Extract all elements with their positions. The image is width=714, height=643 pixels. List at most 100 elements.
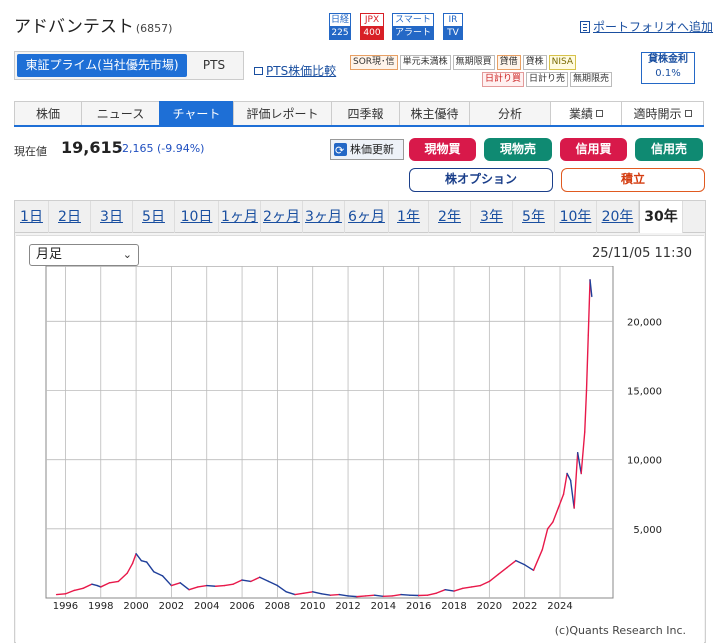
price-segment bbox=[82, 583, 93, 590]
pts-compare-label: PTS株価比較 bbox=[266, 64, 337, 78]
tag-stock-lending: 貸株 bbox=[522, 55, 547, 70]
period-tab-9[interactable]: 6ヶ月 bbox=[345, 201, 389, 233]
current-price: 19,615 bbox=[61, 138, 123, 157]
stock-option-button[interactable]: 株オプション bbox=[409, 168, 553, 192]
price-segment bbox=[576, 452, 582, 475]
tab-label: 分析 bbox=[497, 107, 522, 121]
margin-sell-button[interactable]: 信用売 bbox=[635, 138, 703, 161]
price-segment bbox=[140, 559, 148, 563]
price-segment bbox=[276, 584, 287, 593]
badge-top: スマート bbox=[395, 15, 431, 25]
jpx400-badge[interactable]: JPX 400 bbox=[360, 13, 384, 40]
tab-analysis[interactable]: 分析 bbox=[469, 101, 550, 125]
chevron-down-icon: ⌄ bbox=[122, 248, 132, 261]
price-segment bbox=[329, 593, 340, 596]
period-tab-13[interactable]: 5年 bbox=[513, 201, 555, 233]
price-segment bbox=[64, 589, 75, 595]
badge-top: JPX bbox=[364, 15, 380, 25]
period-tab-2[interactable]: 2日 bbox=[49, 201, 91, 233]
tag-daytrade-buy: 日計り買 bbox=[482, 72, 525, 87]
period-tab-1[interactable]: 1日 bbox=[15, 201, 49, 233]
x-tick-label: 2002 bbox=[159, 601, 184, 610]
period-tab-8[interactable]: 3ヶ月 bbox=[303, 201, 345, 233]
price-segment bbox=[541, 528, 549, 551]
chart-timestamp: 25/11/05 11:30 bbox=[592, 246, 692, 261]
margin-rate-label: 貸株金利 bbox=[648, 54, 688, 65]
margin-rate-value: 0.1% bbox=[655, 68, 681, 79]
market-pts[interactable]: PTS bbox=[202, 58, 226, 72]
candle-interval-select[interactable]: 月足 ⌄ bbox=[29, 244, 139, 266]
market-selector: 東証プライム(当社優先市場) PTS bbox=[14, 51, 244, 80]
tab-disclosure[interactable]: 適時開示 bbox=[621, 101, 704, 125]
irtv-badge[interactable]: IR TV bbox=[443, 13, 463, 40]
price-segment bbox=[338, 593, 349, 597]
price-segment bbox=[488, 573, 499, 583]
period-tab-6[interactable]: 1ヶ月 bbox=[219, 201, 261, 233]
add-portfolio-link[interactable]: ポートフォリオへ追加 bbox=[580, 18, 713, 35]
pts-compare-link[interactable]: PTS株価比較 bbox=[254, 62, 336, 79]
external-link-icon bbox=[684, 110, 692, 117]
price-segment bbox=[569, 479, 575, 509]
period-tab-16[interactable]: 30年 bbox=[639, 201, 683, 233]
cash-sell-button[interactable]: 現物売 bbox=[484, 138, 552, 161]
period-tab-10[interactable]: 1年 bbox=[389, 201, 429, 233]
price-segment bbox=[312, 591, 323, 595]
market-tse-prime[interactable]: 東証プライム(当社優先市場) bbox=[17, 54, 187, 77]
cash-buy-button[interactable]: 現物買 bbox=[409, 138, 476, 161]
badge-bottom: アラート bbox=[393, 26, 433, 39]
tab-benefits[interactable]: 株主優待 bbox=[399, 101, 469, 125]
price-segment bbox=[400, 593, 411, 596]
stock-name: アドバンテスト bbox=[14, 17, 134, 37]
tab-label: 株主優待 bbox=[410, 107, 459, 121]
price-label: 現在値 bbox=[14, 145, 47, 158]
tab-report[interactable]: 評価レポート bbox=[233, 101, 331, 125]
tab-news[interactable]: ニュース bbox=[81, 101, 159, 125]
price-segment bbox=[188, 586, 199, 591]
tsumitate-button[interactable]: 積立 bbox=[561, 168, 705, 192]
price-segment bbox=[214, 584, 226, 587]
tab-label: 株価 bbox=[35, 107, 60, 121]
price-segment bbox=[131, 553, 137, 565]
refresh-price-button[interactable]: 株価更新 bbox=[330, 139, 404, 160]
period-tab-12[interactable]: 3年 bbox=[471, 201, 513, 233]
x-tick-label: 2000 bbox=[123, 601, 148, 610]
smart-alert-badge[interactable]: スマート アラート bbox=[392, 13, 434, 40]
price-segment bbox=[515, 559, 526, 566]
nikkei225-badge[interactable]: 日経 225 bbox=[329, 13, 351, 40]
period-tab-3[interactable]: 3日 bbox=[91, 201, 133, 233]
x-tick-label: 2014 bbox=[371, 601, 396, 610]
price-segment bbox=[585, 334, 589, 392]
price-segment bbox=[303, 591, 314, 594]
x-tick-label: 2024 bbox=[547, 601, 572, 610]
price-segment bbox=[462, 586, 473, 590]
price-segment bbox=[161, 575, 173, 587]
period-tab-15[interactable]: 20年 bbox=[597, 201, 639, 233]
price-segment bbox=[562, 472, 568, 495]
price-segment bbox=[546, 521, 554, 530]
price-segment bbox=[267, 580, 279, 587]
tag-row-1: SOR現･信 単元未満株 無期限買 貸借 貸株 NISA bbox=[350, 55, 578, 70]
tab-shikiho[interactable]: 四季報 bbox=[331, 101, 399, 125]
period-tab-7[interactable]: 2ヶ月 bbox=[261, 201, 303, 233]
price-segment bbox=[532, 548, 544, 572]
tab-chart[interactable]: チャート bbox=[159, 101, 233, 125]
period-tab-4[interactable]: 5日 bbox=[133, 201, 175, 233]
margin-buy-button[interactable]: 信用買 bbox=[560, 138, 627, 161]
y-tick-label: 10,000 bbox=[627, 456, 662, 467]
refresh-label: 株価更新 bbox=[350, 143, 394, 156]
window-icon bbox=[254, 67, 263, 75]
badge-top: 日経 bbox=[330, 15, 349, 25]
period-tabs: 1日 2日 3日 5日 10日 1ヶ月 2ヶ月 3ヶ月 6ヶ月 1年 2年 3年 5年 10年 20年 30年 bbox=[15, 201, 705, 233]
x-tick-label: 2016 bbox=[406, 601, 431, 610]
x-tick-label: 2008 bbox=[265, 601, 290, 610]
tab-earnings[interactable]: 業績 bbox=[550, 101, 621, 125]
period-tab-11[interactable]: 2年 bbox=[429, 201, 471, 233]
price-segment bbox=[55, 593, 67, 596]
tab-price[interactable]: 株価 bbox=[14, 101, 81, 125]
tab-label: 評価レポート bbox=[246, 107, 319, 121]
period-tab-14[interactable]: 10年 bbox=[555, 201, 597, 233]
price-segment bbox=[179, 582, 190, 591]
period-tab-5[interactable]: 10日 bbox=[175, 201, 219, 233]
price-segment bbox=[232, 579, 243, 585]
stock-code: (6857) bbox=[135, 22, 173, 35]
